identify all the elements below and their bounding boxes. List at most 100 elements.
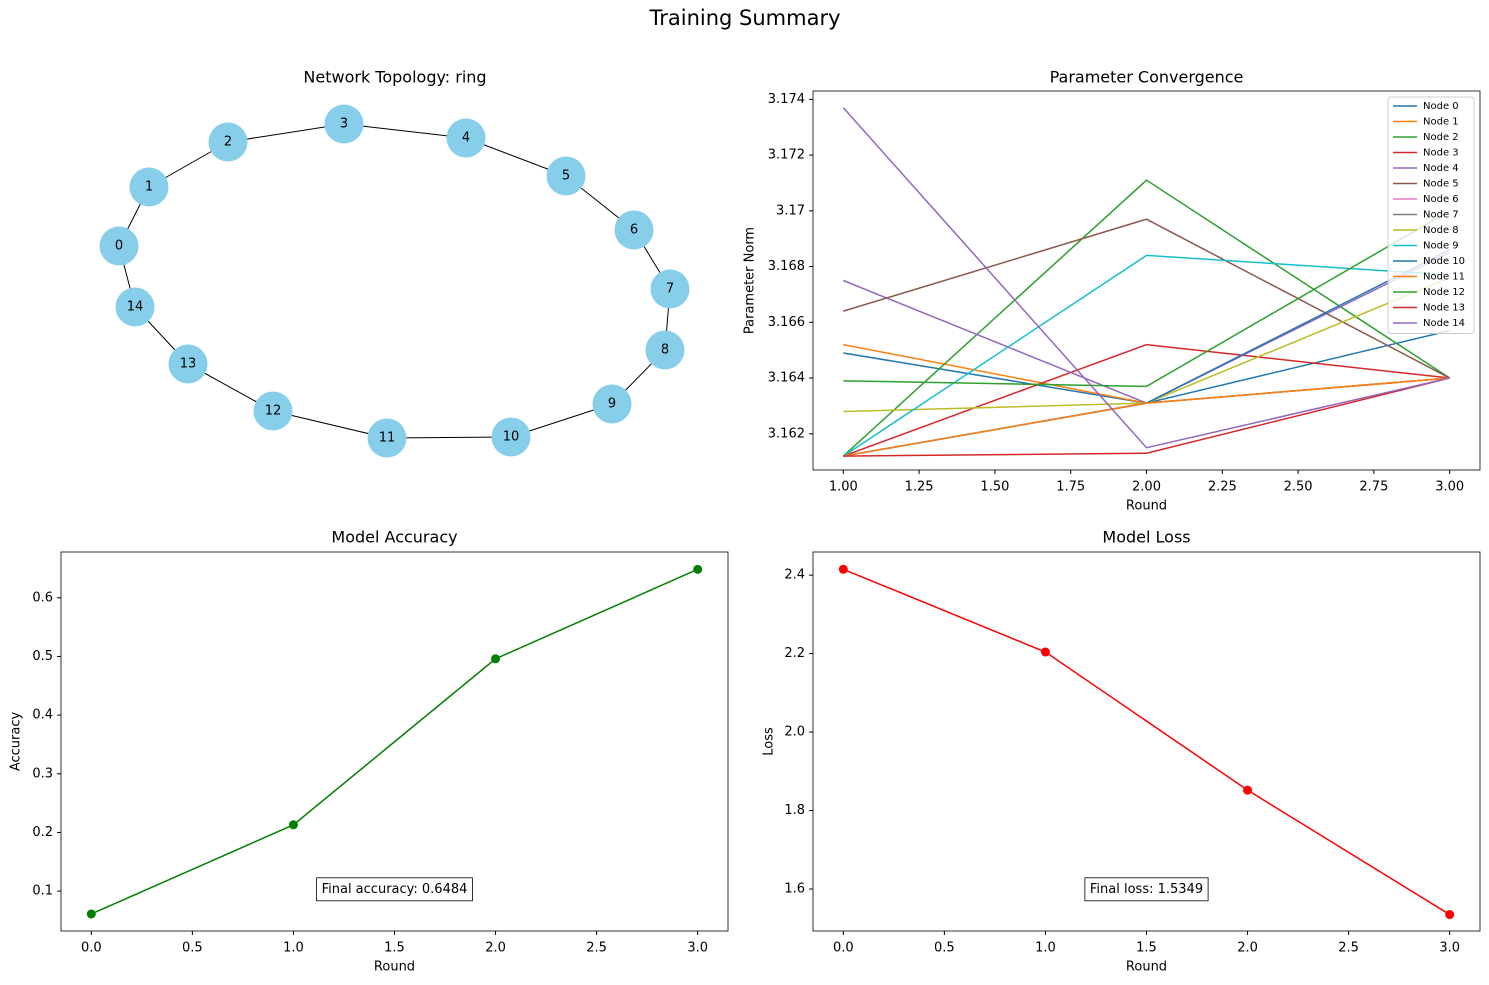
point <box>491 654 501 664</box>
series-line <box>843 377 1450 457</box>
x-tick-label: 2.00 <box>1132 480 1161 495</box>
plot-frame <box>812 90 1481 471</box>
x-tick-label: 0.5 <box>934 941 955 956</box>
y-tick-label: 0.3 <box>32 766 53 781</box>
node-label: 10 <box>503 430 520 445</box>
series-line <box>843 343 1450 457</box>
point <box>838 564 848 574</box>
y-tick-label: 1.8 <box>784 803 805 818</box>
chart-title: Network Topology: ring <box>303 68 486 87</box>
series-line <box>842 107 1450 449</box>
figure-title: Training Summary <box>648 6 840 30</box>
x-tick-label: 1.0 <box>1035 941 1056 956</box>
legend-label: Node 9 <box>1423 241 1459 252</box>
series-line <box>842 179 1451 457</box>
x-tick-label: 2.5 <box>586 941 607 956</box>
x-tick-label: 2.50 <box>1284 480 1313 495</box>
x-tick-label: 2.0 <box>485 941 506 956</box>
node-label: 4 <box>462 131 470 146</box>
series-line <box>843 568 1451 916</box>
x-tick-label: 3.0 <box>687 941 708 956</box>
node-label: 13 <box>180 357 197 372</box>
plot-frame <box>812 551 1481 932</box>
chart-title: Parameter Convergence <box>1050 68 1244 87</box>
legend-label: Node 11 <box>1423 272 1465 283</box>
point <box>86 909 96 919</box>
y-axis-label: Loss <box>762 727 777 756</box>
x-axis-label: Round <box>374 960 415 975</box>
node-label: 11 <box>379 431 396 446</box>
y-axis-label: Accuracy <box>9 712 24 772</box>
legend-box <box>1387 96 1475 334</box>
y-tick-label: 2.4 <box>784 568 805 583</box>
x-tick-label: 0.0 <box>81 941 102 956</box>
x-tick-label: 2.25 <box>1208 480 1237 495</box>
series-line <box>842 254 1450 457</box>
node <box>491 417 531 457</box>
annotation-box <box>1084 877 1209 902</box>
y-tick-label: 3.174 <box>768 92 805 107</box>
annotation: Final loss: 1.5349 <box>1090 882 1203 897</box>
node <box>367 418 407 458</box>
x-tick-label: 1.25 <box>905 480 934 495</box>
node <box>208 122 248 162</box>
x-tick-label: 0.5 <box>182 941 203 956</box>
point <box>693 564 703 574</box>
y-tick-label: 3.162 <box>768 426 805 441</box>
y-axis-label: Parameter Norm <box>743 227 758 334</box>
node <box>168 344 208 384</box>
node-label: 9 <box>608 397 616 412</box>
node <box>324 104 364 144</box>
node <box>650 269 690 309</box>
node-label: 7 <box>666 282 674 297</box>
x-tick-label: 2.75 <box>1359 480 1388 495</box>
x-tick-label: 3.00 <box>1435 480 1464 495</box>
y-tick-label: 3.168 <box>768 259 805 274</box>
legend-label: Node 10 <box>1423 256 1465 267</box>
x-tick-label: 1.00 <box>829 480 858 495</box>
x-tick-label: 2.5 <box>1338 941 1359 956</box>
node-label: 5 <box>562 169 570 184</box>
legend-label: Node 2 <box>1423 132 1459 143</box>
legend-label: Node 6 <box>1423 194 1459 205</box>
x-tick-label: 1.50 <box>980 480 1009 495</box>
node-label: 0 <box>115 239 123 254</box>
node-label: 3 <box>340 117 348 132</box>
y-tick-label: 0.1 <box>32 884 53 899</box>
node-label: 12 <box>265 404 282 419</box>
x-tick-label: 1.0 <box>283 941 304 956</box>
edge <box>272 410 388 439</box>
x-tick-label: 1.75 <box>1056 480 1085 495</box>
legend-label: Node 7 <box>1423 210 1459 221</box>
series-line <box>91 568 698 915</box>
y-tick-label: 3.166 <box>768 315 805 330</box>
node-label: 2 <box>224 135 232 150</box>
x-tick-label: 1.5 <box>1136 941 1157 956</box>
x-axis-label: Round <box>1126 499 1167 514</box>
series-line <box>843 377 1450 457</box>
plot-frame <box>60 551 729 932</box>
annotation: Final accuracy: 0.6484 <box>322 882 468 897</box>
y-tick-label: 0.5 <box>32 649 53 664</box>
point <box>1445 910 1455 920</box>
x-tick-label: 3.0 <box>1439 941 1460 956</box>
node <box>592 384 632 424</box>
legend-label: Node 13 <box>1423 303 1465 314</box>
node <box>546 156 586 196</box>
series-line <box>843 218 1451 379</box>
legend-label: Node 1 <box>1423 117 1459 128</box>
edge <box>227 123 345 143</box>
node-label: 6 <box>630 223 638 238</box>
legend-label: Node 12 <box>1423 287 1465 298</box>
node-label: 14 <box>127 300 144 315</box>
y-tick-label: 3.172 <box>768 148 805 163</box>
node-label: 1 <box>145 180 153 195</box>
chart-title: Model Loss <box>1102 528 1190 547</box>
chart-title: Model Accuracy <box>331 528 457 547</box>
edge <box>343 123 467 139</box>
node <box>115 287 155 327</box>
y-tick-label: 1.6 <box>784 882 805 897</box>
x-axis-label: Round <box>1126 960 1167 975</box>
x-tick-label: 1.5 <box>384 941 405 956</box>
